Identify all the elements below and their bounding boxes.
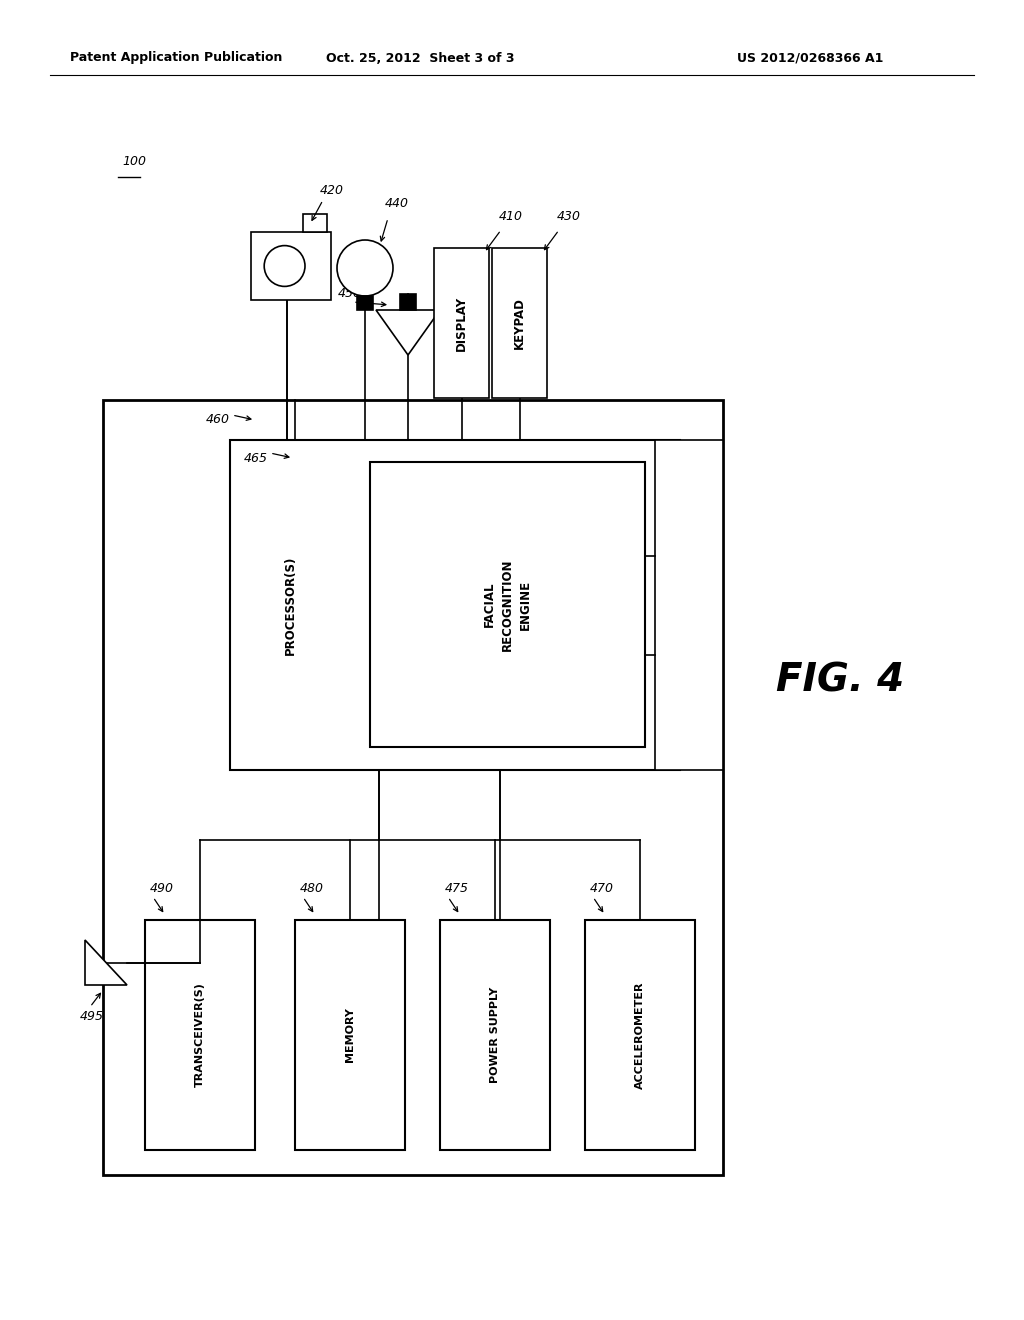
- Text: US 2012/0268366 A1: US 2012/0268366 A1: [737, 51, 883, 65]
- Bar: [400, 294, 416, 310]
- Bar: [295, 920, 406, 1150]
- Bar: [370, 462, 645, 747]
- Text: 100: 100: [122, 154, 146, 168]
- Polygon shape: [85, 940, 127, 985]
- Bar: [103, 400, 723, 1175]
- Text: 475: 475: [445, 882, 469, 895]
- Bar: [492, 248, 547, 399]
- Text: 495: 495: [80, 1010, 104, 1023]
- Bar: [230, 440, 680, 770]
- Text: 450: 450: [338, 286, 362, 300]
- Text: POWER SUPPLY: POWER SUPPLY: [490, 987, 500, 1084]
- Text: FACIAL
RECOGNITION
ENGINE: FACIAL RECOGNITION ENGINE: [483, 558, 532, 651]
- Circle shape: [337, 240, 393, 296]
- Text: 430: 430: [557, 210, 581, 223]
- Text: PROCESSOR(S): PROCESSOR(S): [284, 556, 297, 655]
- Text: Oct. 25, 2012  Sheet 3 of 3: Oct. 25, 2012 Sheet 3 of 3: [326, 51, 514, 65]
- Text: MEMORY: MEMORY: [345, 1007, 355, 1063]
- Bar: [440, 920, 550, 1150]
- Text: FIG. 4: FIG. 4: [776, 661, 904, 700]
- Text: 465: 465: [244, 451, 268, 465]
- Text: 460: 460: [206, 413, 230, 426]
- Text: TRANSCEIVER(S): TRANSCEIVER(S): [195, 982, 205, 1088]
- Text: 470: 470: [590, 882, 614, 895]
- Bar: [251, 232, 331, 300]
- Text: ACCELEROMETER: ACCELEROMETER: [635, 981, 645, 1089]
- Bar: [145, 920, 255, 1150]
- Text: DISPLAY: DISPLAY: [455, 296, 468, 351]
- Text: Patent Application Publication: Patent Application Publication: [70, 51, 283, 65]
- Bar: [585, 920, 695, 1150]
- Text: KEYPAD: KEYPAD: [513, 297, 526, 348]
- Text: 410: 410: [499, 210, 523, 223]
- Circle shape: [264, 246, 305, 286]
- Text: 490: 490: [150, 882, 174, 895]
- Text: 440: 440: [385, 197, 409, 210]
- Bar: [303, 214, 327, 232]
- Polygon shape: [376, 310, 440, 355]
- Bar: [357, 296, 373, 310]
- Bar: [655, 440, 723, 770]
- Text: 480: 480: [300, 882, 324, 895]
- Text: 420: 420: [319, 183, 344, 197]
- Bar: [434, 248, 489, 399]
